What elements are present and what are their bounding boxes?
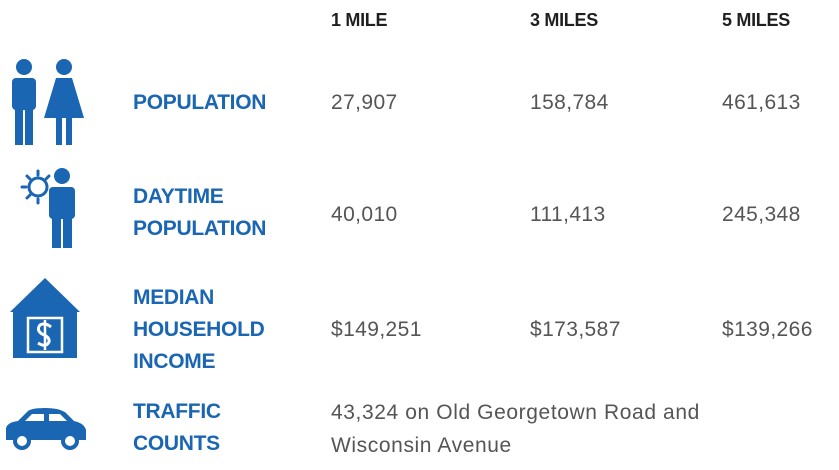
note-line: Wisconsin Avenue [331,434,512,457]
note-line: 43,324 on Old Georgetown Road and [331,401,700,424]
column-header: 3 MILES [530,10,598,30]
cell: 158,784 [530,91,609,114]
row-label: POPULATION [133,87,266,119]
row-label-line: MEDIAN [133,286,215,309]
traffic-icon [6,408,86,450]
population-icon [12,59,84,145]
row-label-line: TRAFFIC [133,400,221,423]
daytime-icon [20,168,75,248]
cell: 111,413 [530,203,606,226]
row-label-line: COUNTS [133,432,220,455]
column-header: 1 MILE [331,10,388,30]
row-label-line: DAYTIME [133,185,224,208]
row-label: MEDIAN HOUSEHOLD INCOME [133,282,265,378]
cell: $139,266 [722,318,813,341]
cell: 40,010 [331,203,398,226]
row-label: DAYTIME POPULATION [133,181,266,245]
column-header: 5 MILES [722,10,790,30]
row-label-line: HOUSEHOLD [133,318,265,341]
row-label-line: INCOME [133,350,216,373]
row-label-line: POPULATION [133,91,267,114]
cell: 245,348 [722,203,801,226]
cell: $173,587 [530,318,621,341]
cell: 27,907 [331,91,398,114]
row-label: TRAFFIC COUNTS [133,396,221,460]
cell: 461,613 [722,91,801,114]
income-icon [10,278,80,358]
row-label-line: POPULATION [133,217,267,240]
cell: $149,251 [331,318,422,341]
traffic-note: 43,324 on Old Georgetown Road and Wiscon… [331,396,700,462]
